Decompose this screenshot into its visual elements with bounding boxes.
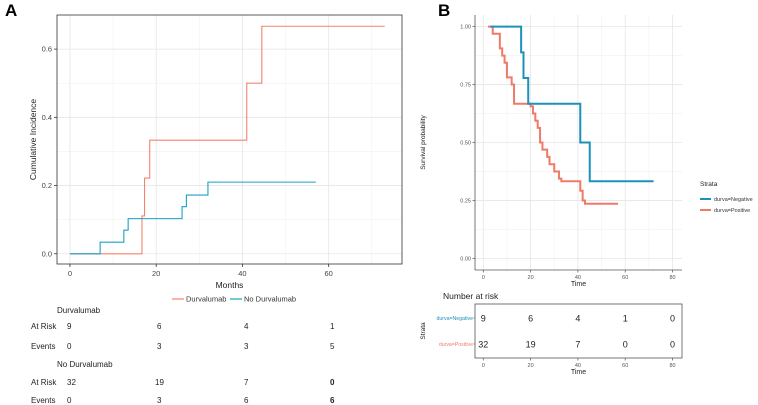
risk-x-tick-label: 20 [528, 363, 534, 369]
risk-x-tick-label: 0 [482, 363, 485, 369]
panel-b-label: B [438, 1, 451, 20]
risk-table-xlabel: Time [571, 369, 586, 376]
risk-cell: 9 [481, 314, 486, 324]
table-a-cell: 9 [67, 322, 72, 331]
legend-title: Strata [700, 181, 718, 188]
series-line-no-durvalumab [69, 181, 316, 255]
x-tick-label: 80 [669, 275, 675, 281]
table-a-cell: 3 [157, 396, 162, 405]
table-a-cell: 32 [67, 378, 76, 387]
x-tick-label: 0 [68, 269, 72, 278]
panel-b-chart: 0 20 40 60 800.000.250.500.751.00TimeSurviva… [420, 15, 753, 376]
risk-cell: 6 [528, 314, 533, 324]
panel-a-label: A [5, 1, 18, 20]
risk-cell: 7 [575, 340, 580, 350]
y-tick-label: 0.50 [460, 141, 471, 147]
table-a-cell: 0 [330, 378, 335, 387]
table-a-cell: 0 [67, 342, 72, 351]
table-a-cell: 6 [157, 322, 162, 331]
y-tick-label: 0.6 [42, 45, 52, 54]
y-tick-label: 0.2 [42, 181, 52, 190]
table-a-cell: 5 [330, 342, 335, 351]
table-a-row-label: Events [31, 396, 56, 405]
plot-area-a [57, 15, 402, 264]
risk-cell: 1 [623, 314, 628, 324]
table-a-row-label: Events [31, 342, 56, 351]
table-a-cell: 6 [244, 396, 249, 405]
table-a-group-durvalumab-title: Durvalumab [57, 306, 101, 315]
risk-cell: 0 [670, 314, 675, 324]
series-line-durvalumab [69, 25, 385, 255]
y-axis-label: Cumulative Incidence [28, 99, 38, 181]
risk-cell: 19 [526, 340, 536, 350]
y-tick-label: 0.0 [42, 249, 52, 258]
x-tick-label: 0 [482, 275, 485, 281]
plot-border-a [56, 14, 403, 265]
risk-x-tick-label: 40 [575, 363, 581, 369]
risk-table-title: Number at risk [443, 291, 499, 301]
risk-cell: 0 [670, 340, 675, 350]
legend-label-positive: durva=Positive [714, 208, 750, 214]
table-a-cell: 6 [330, 396, 335, 405]
y-tick-label: 1.00 [460, 25, 471, 31]
x-axis-label: Months [216, 280, 244, 290]
risk-table-ylabel: Strata [420, 322, 427, 340]
x-tick-label: 40 [238, 269, 246, 278]
y-tick-label: 0.00 [460, 256, 471, 262]
table-a-row-label: At Risk [31, 322, 57, 331]
x-tick-label: 60 [622, 275, 628, 281]
x-axis-label: Time [571, 281, 586, 288]
y-axis-label: Survival probability [420, 114, 427, 169]
legend-label-negative: durva=Negative [714, 197, 753, 203]
risk-x-tick-label: 60 [622, 363, 628, 369]
x-tick-label: 60 [325, 269, 333, 278]
table-a-cell: 3 [157, 342, 162, 351]
legend-label-durvalumab: Durvalumab [186, 295, 226, 304]
risk-row-label: durva=Positive [439, 342, 473, 348]
table-a-cell: 0 [67, 396, 72, 405]
y-tick-label: 0.75 [460, 83, 471, 89]
panel-a-chart: 0 20 40 60 0.0 0.2 0.4 0.6 Months Cumulative Inci… [28, 14, 403, 304]
table-a-row-label: At Risk [31, 378, 57, 387]
risk-table-frame [474, 303, 683, 359]
x-tick-label: 20 [152, 269, 160, 278]
series-line-negative [490, 25, 654, 183]
series-line-positive [488, 25, 619, 205]
y-tick-label: 0.25 [460, 198, 471, 204]
table-a-cell: 1 [330, 322, 335, 331]
x-tick-label: 40 [575, 275, 581, 281]
y-tick-label: 0.4 [42, 113, 52, 122]
risk-cell: 32 [478, 340, 488, 350]
risk-row-label: durva=Negative [437, 316, 474, 322]
x-tick-label: 20 [528, 275, 534, 281]
table-a-cell: 3 [244, 342, 249, 351]
table-a-cell: 4 [244, 322, 249, 331]
table-a-cell: 7 [244, 378, 249, 387]
risk-cell: 0 [623, 340, 628, 350]
legend-label-no-durvalumab: No Durvalumab [244, 295, 296, 304]
table-a-cell: 19 [155, 378, 164, 387]
risk-cell: 4 [575, 314, 580, 324]
table-a-group-no-durvalumab-title: No Durvalumab [57, 360, 113, 369]
risk-x-tick-label: 80 [669, 363, 675, 369]
